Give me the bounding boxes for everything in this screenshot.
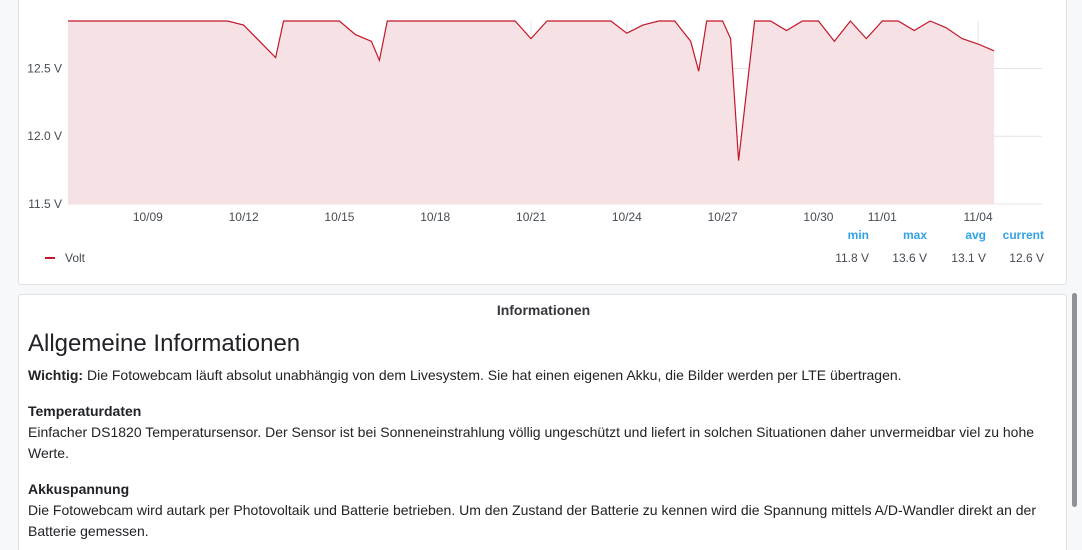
info-panel: Informationen Allgemeine Informationen W… [18, 294, 1067, 550]
chart-area [68, 21, 995, 204]
panel-title: Informationen [496, 302, 591, 318]
info-section-temperature: Temperaturdaten Einfacher DS1820 Temperat… [28, 401, 1058, 464]
x-tick-label: 10/24 [612, 210, 642, 224]
intro-text: Die Fotowebcam läuft absolut unabhängig … [83, 367, 902, 383]
legend-swatch [45, 257, 55, 259]
y-tick-label: 12.5 V [27, 61, 62, 75]
stat-value-max: 13.6 V [892, 251, 927, 265]
voltage-chart-panel: 12.5 V 12.0 V 11.5 V 10/09 10/12 10/15 10/18 1… [18, 0, 1067, 285]
intro-label: Wichtig: [28, 367, 84, 383]
x-tick-label: 10/18 [420, 210, 450, 224]
stat-value-avg: 13.1 V [951, 251, 986, 265]
scrollbar-thumb[interactable] [1072, 293, 1077, 507]
x-tick-label: 10/15 [324, 210, 354, 224]
x-tick-label: 10/21 [516, 210, 546, 224]
stat-value-current: 12.6 V [1009, 251, 1044, 265]
x-axis: 10/09 10/12 10/15 10/18 10/21 10/24 10/27 10/30… [133, 210, 993, 224]
section-text: Die Fotowebcam wird autark per Photovolt… [28, 502, 1037, 539]
y-tick-label: 12.0 V [27, 129, 62, 143]
x-tick-label: 11/01 [868, 210, 897, 224]
legend-item-volt[interactable]: Volt [45, 251, 85, 265]
legend-label: Volt [65, 251, 86, 265]
y-tick-label: 11.5 V [28, 197, 62, 211]
series-line-volt [68, 20, 995, 161]
info-content: Allgemeine Informationen Wichtig: Die Fo… [28, 329, 1058, 550]
info-heading: Allgemeine Informationen [28, 330, 301, 357]
stat-header-max[interactable]: max [902, 228, 927, 242]
y-axis: 12.5 V 12.0 V 11.5 V [27, 61, 62, 211]
chart-legend: Volt min max avg current 11.8 V 13.6 V 1… [19, 225, 1068, 269]
x-tick-label: 10/30 [803, 210, 833, 224]
section-text: Einfacher DS1820 Temperatursensor. Der S… [28, 424, 1035, 461]
series-area-volt [68, 21, 995, 204]
stat-header-current[interactable]: current [1002, 228, 1044, 242]
stat-header-avg[interactable]: avg [965, 228, 986, 242]
x-tick-label: 10/09 [133, 210, 163, 224]
x-tick-label: 11/04 [964, 210, 993, 224]
section-title: Akkuspannung [28, 481, 130, 497]
x-tick-label: 10/12 [229, 210, 259, 224]
info-intro: Wichtig: Die Fotowebcam läuft absolut un… [28, 365, 1058, 386]
stat-value-min: 11.8 V [835, 251, 869, 265]
info-section-battery: Akkuspannung Die Fotowebcam wird autark p… [28, 479, 1058, 542]
chart-series-line [68, 20, 995, 161]
x-tick-label: 10/27 [708, 210, 738, 224]
stat-header-min[interactable]: min [847, 228, 869, 242]
voltage-chart[interactable]: 12.5 V12.0 V11.5 V 10/09 10/12 10/15 10/18 1… [19, 0, 1068, 286]
section-title: Temperaturdaten [28, 403, 142, 419]
